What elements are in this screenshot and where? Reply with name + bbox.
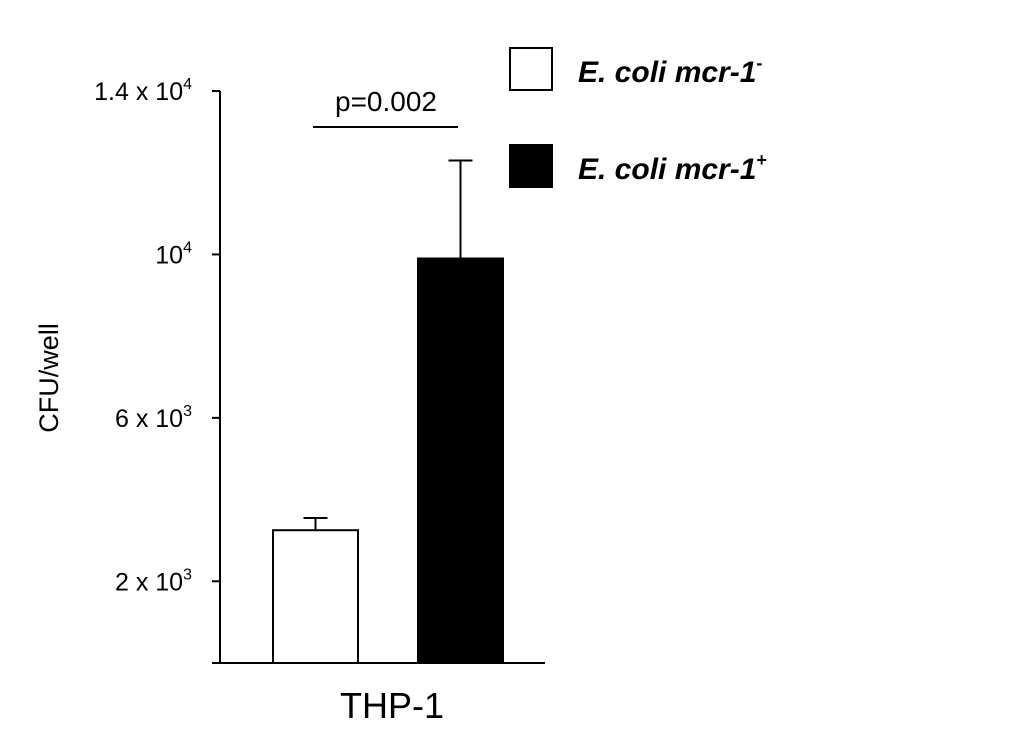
significance-annotation: p=0.002 <box>313 86 458 128</box>
bars <box>272 159 504 665</box>
legend-label-2: E. coli mcr-1+ <box>578 150 767 186</box>
legend: E. coli mcr-1- E. coli mcr-1+ <box>509 47 767 188</box>
x-category-label: THP-1 <box>340 685 444 726</box>
y-tick-label: 104 <box>155 239 192 269</box>
legend-label-1: E. coli mcr-1- <box>578 53 762 89</box>
y-tick-label: 6 x 103 <box>115 403 192 433</box>
legend-swatch-1 <box>509 47 553 91</box>
y-tick-label: 1.4 x 104 <box>94 76 192 106</box>
bar-series-2 <box>417 257 504 664</box>
y-tick-label: 2 x 103 <box>115 566 192 596</box>
bar-series-1 <box>272 529 359 665</box>
y-axis-label: CFU/well <box>34 323 64 433</box>
axes: 2 x 103 6 x 103 104 1.4 x 104 THP-1 <box>94 76 545 726</box>
p-value-label: p=0.002 <box>335 86 437 117</box>
legend-swatch-2 <box>509 144 553 188</box>
